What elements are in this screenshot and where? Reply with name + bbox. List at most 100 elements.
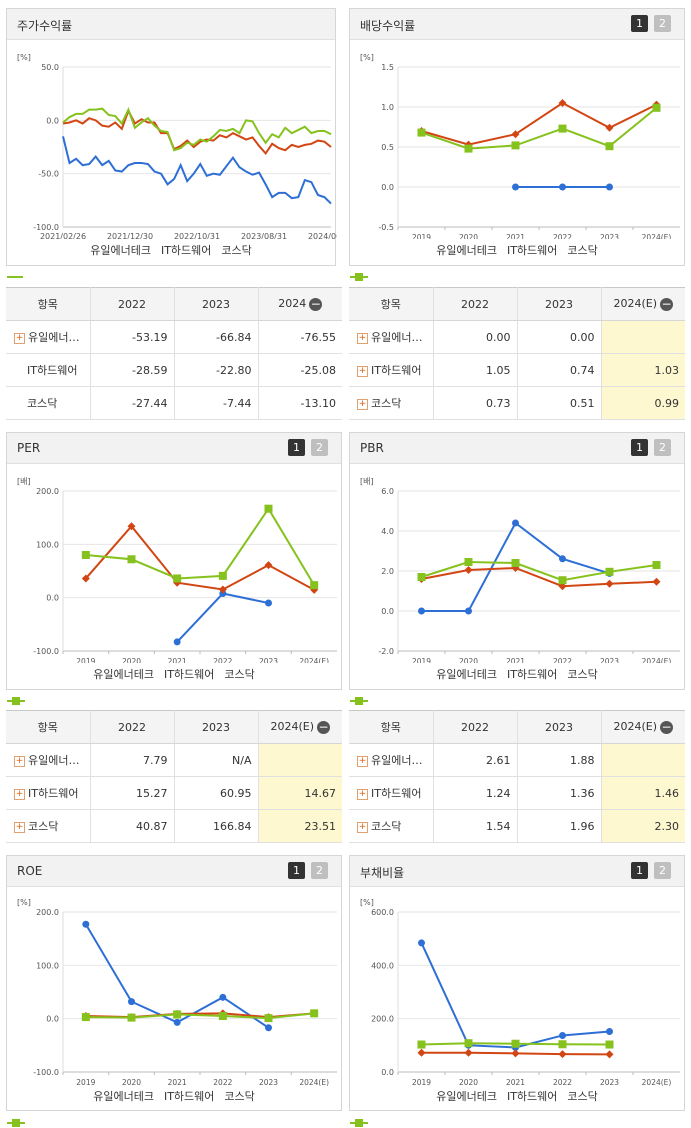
table-cell: -7.44 [174,386,259,420]
table-cell [258,743,342,777]
table-cell: 14.67 [258,776,342,810]
data-point [265,599,272,607]
x-tick-label: 2024(E) [299,657,329,663]
table-cell: -22.80 [174,353,259,387]
table-row: + 코스닥 0.73 0.51 0.99 [349,386,685,420]
expand-plus-icon[interactable]: + [14,755,25,767]
y-tick-label: 0.0 [381,1068,394,1077]
expand-plus-icon[interactable]: + [357,365,368,377]
y-tick-label: -100.0 [33,647,59,656]
row-label: 유일에너… [28,331,80,344]
legend-item-company[interactable]: 유일에너테크 [350,1088,497,1127]
y-tick-label: 0.0 [381,607,394,616]
x-tick-label: 2020 [122,657,141,663]
chart-legend: 유일에너테크 IT하드웨어 코스닥 [7,242,335,278]
legend-item-kosdaq[interactable]: 코스닥 [350,666,598,705]
x-tick-label: 2021 [506,1078,525,1086]
row-label: IT하드웨어 [371,364,422,377]
collapse-icon[interactable]: − [660,296,674,311]
legend-item-industry[interactable]: IT하드웨어 [350,666,557,705]
legend-item-kosdaq[interactable]: 코스닥 [350,242,598,281]
data-point [173,574,182,583]
table-cell: 1.36 [517,776,602,810]
data-point [218,1012,227,1020]
page-2-button[interactable]: 2 [311,862,328,879]
page-2-button[interactable]: 2 [654,439,671,456]
legend-marker [12,1119,20,1127]
series-kosdaq [417,558,661,585]
table-row: 코스닥 -27.44 -7.44 -13.10 [6,386,342,420]
data-point [264,561,273,570]
legend-label: 코스닥 [224,1090,255,1103]
x-tick-label: 2024/06/28 [308,232,337,239]
legend-item-kosdaq[interactable]: 코스닥 [7,1088,255,1127]
page-1-button[interactable]: 1 [631,439,648,456]
page-1-button[interactable]: 1 [631,862,648,879]
row-label: 코스닥 [28,820,59,833]
x-tick-label: 2020 [459,657,478,663]
expand-plus-icon[interactable]: + [357,332,368,344]
legend-item-industry[interactable]: IT하드웨어 [7,666,214,705]
expand-plus-icon[interactable]: + [14,788,25,800]
collapse-icon[interactable]: − [317,719,331,734]
page-2-button[interactable]: 2 [311,439,328,456]
legend-item-kosdaq[interactable]: 코스닥 [7,666,255,705]
table-row: + 코스닥 1.54 1.96 2.30 [349,809,685,843]
table-row: + 유일에너… 0.00 0.00 [349,320,685,354]
panel-title: 배당수익률 [360,19,416,33]
legend-item-company[interactable]: 유일에너테크 [7,242,151,278]
table-cell: 60.95 [174,776,259,810]
collapse-icon[interactable]: − [309,296,323,311]
y-tick-label: -2.0 [378,647,394,656]
legend-item-company[interactable]: 유일에너테크 [350,666,497,705]
row-label: 코스닥 [371,820,402,833]
y-tick-label: 2.0 [381,567,394,576]
expand-plus-icon[interactable]: + [14,821,25,833]
y-tick-label: 0.0 [46,1015,59,1024]
data-point [173,638,181,646]
expand-plus-icon[interactable]: + [14,332,25,344]
page-1-button[interactable]: 1 [288,862,305,879]
legend-item-company[interactable]: 유일에너테크 [7,666,154,705]
y-tick-label: 0.0 [46,594,59,603]
legend-item-company[interactable]: 유일에너테크 [350,242,497,281]
legend-item-industry[interactable]: IT하드웨어 [350,1088,558,1127]
panel-header: PER 1 2 [7,433,341,464]
page-2-button[interactable]: 2 [654,862,671,879]
legend-item-industry[interactable]: IT하드웨어 [350,242,557,281]
legend-item-industry[interactable]: IT하드웨어 [7,242,211,278]
legend-item-kosdaq[interactable]: 코스닥 [350,1088,598,1127]
data-point [465,607,472,615]
page-1-button[interactable]: 1 [631,15,648,32]
collapse-icon[interactable]: − [660,719,674,734]
y-tick-label: -50.0 [38,170,59,179]
page-1-button[interactable]: 1 [288,439,305,456]
x-tick-label: 2019 [412,233,431,239]
data-point [558,1050,567,1059]
y-tick-label: 200.0 [36,908,59,917]
legend-item-kosdaq[interactable]: 코스닥 [7,242,252,278]
x-tick-label: 2021 [506,233,525,239]
table-header: 2023 [174,710,259,744]
panel-title: PBR [360,441,384,455]
row-label: IT하드웨어 [371,787,422,800]
data-point [606,1027,613,1035]
expand-plus-icon[interactable]: + [357,755,368,767]
table-cell [601,320,685,354]
expand-plus-icon[interactable]: + [357,821,368,833]
data-point [464,558,473,566]
table-cell: 0.00 [433,320,518,354]
table-cell: -13.10 [258,386,342,420]
page-2-button[interactable]: 2 [654,15,671,32]
legend-item-industry[interactable]: IT하드웨어 [7,1088,214,1127]
table-cell: 0.00 [517,320,602,354]
stock-return-table: 항목 2022 2023 2024− + 유일에너… -53.19 -66.84 -76.55 I… [6,287,342,420]
expand-plus-icon[interactable]: + [357,398,368,410]
expand-plus-icon[interactable]: + [357,788,368,800]
chart-legend: 유일에너테크 IT하드웨어 코스닥 [350,666,684,705]
legend-label: 유일에너테크 [436,668,497,681]
y-tick-label: 100.0 [36,540,59,549]
legend-label: IT하드웨어 [506,1090,558,1103]
legend-item-company[interactable]: 유일에너테크 [7,1088,154,1127]
